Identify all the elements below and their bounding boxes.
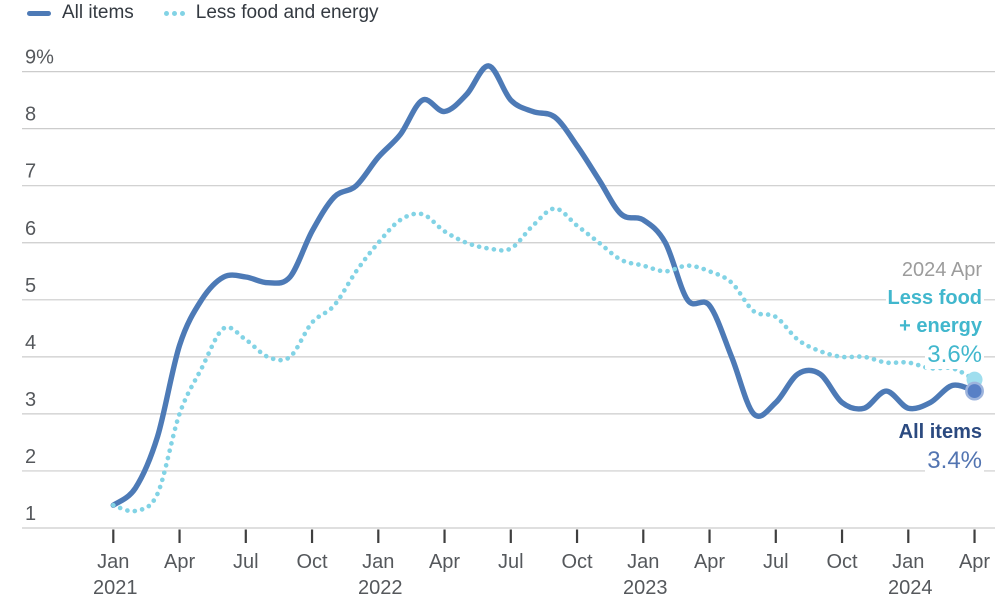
annotation-date: 2024 Apr	[899, 257, 984, 283]
svg-text:Oct: Oct	[826, 551, 858, 573]
svg-text:Apr: Apr	[429, 551, 460, 573]
annotation-all-items: All items 3.4%	[896, 419, 984, 477]
annotation-core-value: 3.6%	[925, 341, 984, 369]
svg-text:Apr: Apr	[959, 551, 990, 573]
chart-legend: All items Less food and energy	[27, 2, 379, 24]
svg-text:3: 3	[25, 389, 36, 411]
x-axis-ticks	[112, 529, 976, 543]
annotation-core: 2024 Apr Less food + energy 3.6%	[885, 257, 984, 371]
svg-text:Jul: Jul	[763, 551, 789, 573]
svg-text:Jul: Jul	[233, 551, 259, 573]
svg-text:5: 5	[25, 275, 36, 297]
series-all-items-line	[110, 63, 978, 508]
svg-text:Jul: Jul	[498, 551, 524, 573]
svg-text:Jan: Jan	[97, 551, 129, 573]
legend-item-core: Less food and energy	[163, 2, 379, 24]
y-axis-labels: 9% 8 7 6 5 4 3 2 1	[25, 47, 54, 525]
series-core-line	[111, 206, 977, 514]
core-dotted-swatch	[163, 10, 185, 16]
svg-text:7: 7	[25, 161, 36, 183]
annotation-all-items-value: 3.4%	[925, 447, 984, 475]
legend-item-all-items: All items	[27, 2, 134, 24]
svg-text:Oct: Oct	[561, 551, 593, 573]
x-axis-labels: Jan 2021 Apr Jul Oct Jan 2022 Apr Jul Oct Jan 2023 A…	[93, 551, 990, 599]
svg-text:2024: 2024	[888, 577, 933, 599]
svg-text:2023: 2023	[623, 577, 668, 599]
svg-text:Apr: Apr	[694, 551, 725, 573]
annotation-core-name-line2: + energy	[897, 313, 984, 339]
svg-text:Jan: Jan	[892, 551, 924, 573]
all-items-end-dot	[965, 381, 984, 401]
legend-label-all-items: All items	[62, 2, 134, 23]
svg-text:9%: 9%	[25, 47, 54, 69]
svg-text:6: 6	[25, 218, 36, 240]
svg-text:1: 1	[25, 503, 36, 525]
svg-text:2: 2	[25, 446, 36, 468]
all-items-line-swatch	[27, 10, 51, 16]
svg-text:Apr: Apr	[164, 551, 195, 573]
legend-label-core: Less food and energy	[195, 2, 379, 23]
annotation-core-name-line1: Less food	[885, 285, 984, 311]
svg-text:8: 8	[25, 104, 36, 126]
svg-text:2022: 2022	[358, 577, 403, 599]
annotation-all-items-name: All items	[896, 419, 984, 445]
y-gridlines	[22, 70, 995, 529]
svg-text:2021: 2021	[93, 577, 138, 599]
svg-text:4: 4	[25, 332, 36, 354]
svg-text:Jan: Jan	[627, 551, 659, 573]
svg-text:Oct: Oct	[296, 551, 328, 573]
svg-text:Jan: Jan	[362, 551, 394, 573]
